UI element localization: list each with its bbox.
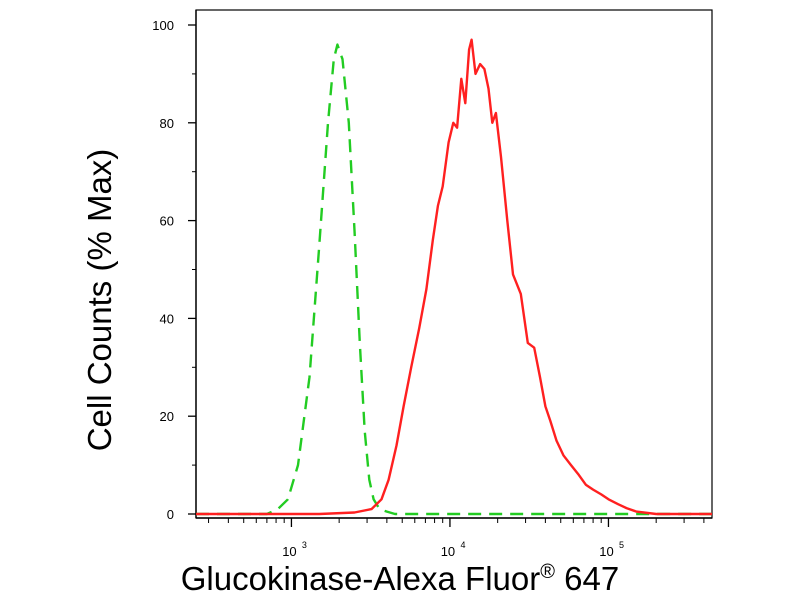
y-tick-label: 80 bbox=[160, 116, 174, 131]
registered-mark: ® bbox=[540, 561, 555, 583]
x-axis-ticks: 10 3 10 4 10 5 bbox=[208, 518, 705, 559]
y-tick-label: 20 bbox=[160, 409, 174, 424]
x-tick-exponent: 5 bbox=[619, 540, 624, 550]
y-axis-ticks: 0 20 40 60 80 100 bbox=[152, 18, 196, 522]
y-tick-label: 0 bbox=[167, 507, 174, 522]
x-tick-label: 10 bbox=[599, 544, 613, 559]
series-line-green-dashed bbox=[196, 43, 712, 516]
x-tick-label: 10 bbox=[282, 544, 296, 559]
x-axis-label-main: Glucokinase-Alexa Fluor bbox=[180, 560, 541, 597]
series-layer bbox=[196, 38, 712, 516]
y-axis-label-wrap: Cell Counts (% Max) bbox=[40, 0, 160, 600]
y-tick-label: 40 bbox=[160, 311, 174, 326]
series-line-red-solid bbox=[196, 38, 712, 516]
x-axis-label-tail: 647 bbox=[555, 560, 620, 597]
plot-frame bbox=[195, 9, 713, 519]
x-tick-exponent: 4 bbox=[460, 540, 465, 550]
y-tick-label: 100 bbox=[152, 18, 174, 33]
y-axis-label: Cell Counts (% Max) bbox=[81, 148, 118, 452]
x-tick-exponent: 3 bbox=[302, 540, 307, 550]
x-tick-label: 10 bbox=[441, 544, 455, 559]
y-tick-label: 60 bbox=[160, 214, 174, 229]
x-axis-label: Glucokinase-Alexa Fluor® 647 bbox=[0, 560, 800, 598]
